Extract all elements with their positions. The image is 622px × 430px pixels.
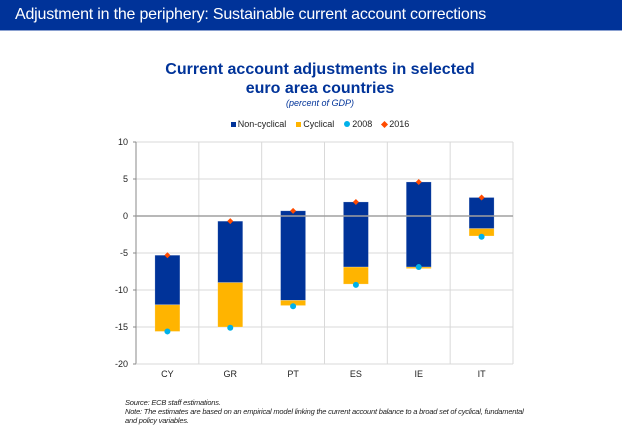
x-tick-label: IE: [414, 369, 423, 379]
bar-cyclical-cy: [154, 304, 181, 332]
chart-legend: Non-cyclical Cyclical 2008 2016: [140, 119, 500, 129]
marker-2008-ie: [415, 264, 422, 271]
bar-non-cyclical-es: [343, 201, 369, 268]
x-tick-label: IT: [478, 369, 487, 379]
chart-title-line-1: Current account adjustments in selected: [165, 61, 475, 78]
marker-2008-gr: [227, 324, 234, 331]
legend-swatch-cyclical: [296, 121, 302, 127]
x-tick-label: ES: [350, 369, 362, 379]
y-tick-label: -10: [115, 285, 128, 295]
x-tick-label: PT: [287, 369, 299, 379]
marker-2016-cy: [164, 252, 171, 259]
legend-swatch-non-cyclical: [230, 121, 236, 127]
slide-header: Adjustment in the periphery: Sustainable…: [0, 0, 622, 31]
legend-item-2008: 2008: [344, 119, 372, 129]
y-tick-label: -20: [115, 359, 128, 369]
legend-label: 2008: [352, 119, 373, 129]
bar-non-cyclical-pt: [280, 210, 306, 301]
legend-label: Cyclical: [303, 119, 335, 129]
y-tick-label: 0: [123, 211, 128, 221]
bar-non-cyclical-cy: [154, 254, 181, 306]
y-tick-label: 5: [123, 174, 128, 184]
y-tick-label: 10: [118, 137, 128, 147]
legend-item-2016: 2016: [381, 119, 410, 129]
marker-2016-ie: [415, 178, 422, 185]
bar-cyclical-gr: [217, 282, 244, 328]
legend-label: 2016: [389, 119, 410, 129]
marker-2008-cy: [164, 328, 171, 335]
y-tick-label: -15: [115, 322, 128, 332]
marker-2016-pt: [290, 207, 297, 214]
legend-item-cyclical: Cyclical: [296, 119, 334, 129]
marker-2008-pt: [290, 303, 297, 310]
bar-non-cyclical-gr: [217, 220, 244, 283]
y-tick-label: -5: [120, 248, 128, 258]
chart-subtitle: (percent of GDP): [285, 98, 355, 108]
chart-footnote: Source: ECB staff estimations. Note: The…: [125, 398, 525, 425]
marker-2008-it: [478, 233, 485, 240]
bar-non-cyclical-ie: [405, 181, 432, 268]
bar-cyclical-es: [343, 266, 369, 285]
bar-non-cyclical-it: [468, 197, 495, 229]
chart-title-line-2: euro area countries: [245, 80, 395, 97]
note-text: Note: The estimates are based on an empi…: [125, 407, 524, 425]
marker-2016-es: [352, 198, 359, 205]
x-tick-label: CY: [161, 369, 174, 379]
legend-swatch-2008: [344, 121, 351, 127]
marker-2016-gr: [227, 218, 234, 225]
slide-title: Adjustment in the periphery: Sustainable…: [15, 6, 487, 23]
marker-2008-es: [352, 281, 359, 288]
chart-title: Current account adjustments in selected …: [140, 60, 500, 98]
source-text: Source: ECB staff estimations.: [125, 398, 221, 407]
legend-label: Non-cyclical: [237, 119, 287, 129]
legend-item-non-cyclical: Non-cyclical: [230, 119, 287, 129]
x-tick-label: GR: [224, 369, 238, 379]
marker-2016-it: [478, 194, 485, 201]
